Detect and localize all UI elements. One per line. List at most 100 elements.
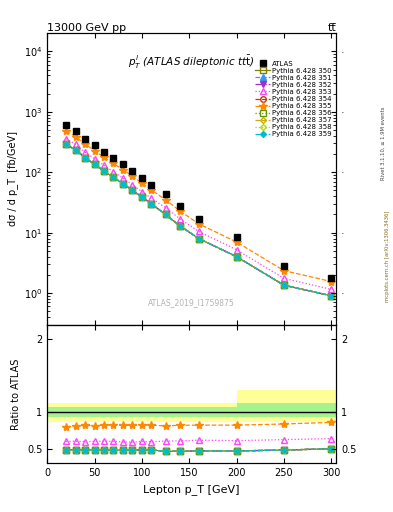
- Pythia 6.428 354: [121, 181, 125, 187]
- Pythia 6.428 354: [83, 155, 87, 161]
- Pythia 6.428 352: [234, 253, 239, 260]
- Pythia 6.428 354: [130, 187, 135, 194]
- Pythia 6.428 358: [196, 236, 201, 242]
- Pythia 6.428 350: [92, 161, 97, 167]
- ATLAS: [149, 182, 154, 188]
- Pythia 6.428 358: [177, 223, 182, 229]
- Pythia 6.428 353: [73, 141, 78, 147]
- Pythia 6.428 352: [121, 181, 125, 187]
- Pythia 6.428 355: [281, 268, 286, 274]
- ATLAS: [83, 136, 87, 142]
- Pythia 6.428 354: [281, 282, 286, 288]
- Pythia 6.428 352: [64, 141, 68, 147]
- Pythia 6.428 356: [163, 211, 168, 218]
- Pythia 6.428 355: [83, 141, 87, 147]
- Pythia 6.428 359: [73, 147, 78, 153]
- Pythia 6.428 353: [196, 228, 201, 234]
- Pythia 6.428 358: [163, 211, 168, 218]
- Pythia 6.428 358: [64, 141, 68, 147]
- Pythia 6.428 356: [64, 141, 68, 147]
- Pythia 6.428 351: [83, 155, 87, 161]
- Text: Rivet 3.1.10, ≥ 1.9M events: Rivet 3.1.10, ≥ 1.9M events: [381, 106, 386, 180]
- Pythia 6.428 356: [149, 201, 154, 207]
- Pythia 6.428 353: [102, 162, 107, 168]
- ATLAS: [92, 142, 97, 148]
- Pythia 6.428 359: [83, 155, 87, 161]
- Pythia 6.428 354: [140, 194, 144, 200]
- Pythia 6.428 354: [329, 293, 334, 299]
- Pythia 6.428 353: [177, 216, 182, 222]
- Pythia 6.428 350: [281, 282, 286, 288]
- Pythia 6.428 358: [140, 194, 144, 200]
- Pythia 6.428 359: [196, 236, 201, 242]
- Pythia 6.428 355: [92, 147, 97, 154]
- Pythia 6.428 350: [177, 223, 182, 229]
- ATLAS: [64, 122, 68, 129]
- Pythia 6.428 354: [102, 168, 107, 174]
- ATLAS: [102, 149, 107, 155]
- Pythia 6.428 356: [111, 175, 116, 181]
- Pythia 6.428 355: [234, 239, 239, 245]
- Pythia 6.428 355: [163, 197, 168, 203]
- Pythia 6.428 350: [163, 211, 168, 218]
- Pythia 6.428 350: [149, 201, 154, 207]
- Pythia 6.428 350: [130, 187, 135, 194]
- Pythia 6.428 354: [234, 253, 239, 260]
- Line: Pythia 6.428 350: Pythia 6.428 350: [63, 141, 334, 298]
- ATLAS: [196, 216, 201, 222]
- Pythia 6.428 359: [111, 175, 116, 181]
- Pythia 6.428 354: [196, 236, 201, 242]
- Pythia 6.428 357: [64, 141, 68, 147]
- Pythia 6.428 359: [281, 282, 286, 288]
- ATLAS: [121, 161, 125, 167]
- Pythia 6.428 358: [149, 201, 154, 207]
- Pythia 6.428 359: [149, 201, 154, 207]
- Pythia 6.428 351: [102, 168, 107, 174]
- Pythia 6.428 355: [64, 128, 68, 134]
- Pythia 6.428 352: [140, 194, 144, 200]
- Pythia 6.428 353: [140, 188, 144, 195]
- Pythia 6.428 354: [149, 201, 154, 207]
- Text: tt̅: tt̅: [327, 23, 336, 32]
- Pythia 6.428 351: [196, 236, 201, 242]
- Pythia 6.428 351: [329, 293, 334, 299]
- Pythia 6.428 357: [196, 236, 201, 242]
- Y-axis label: dσ / d p_T  [fb/GeV]: dσ / d p_T [fb/GeV]: [7, 132, 18, 226]
- Legend: ATLAS, Pythia 6.428 350, Pythia 6.428 351, Pythia 6.428 352, Pythia 6.428 353, P: ATLAS, Pythia 6.428 350, Pythia 6.428 35…: [254, 60, 332, 138]
- Text: ATLAS_2019_I1759875: ATLAS_2019_I1759875: [148, 298, 235, 307]
- Pythia 6.428 356: [281, 282, 286, 288]
- Pythia 6.428 352: [329, 293, 334, 299]
- Pythia 6.428 352: [73, 147, 78, 153]
- Line: Pythia 6.428 357: Pythia 6.428 357: [64, 142, 333, 298]
- Pythia 6.428 350: [64, 141, 68, 147]
- ATLAS: [234, 234, 239, 240]
- Line: Pythia 6.428 354: Pythia 6.428 354: [63, 141, 334, 298]
- Pythia 6.428 356: [102, 168, 107, 174]
- Pythia 6.428 351: [73, 147, 78, 153]
- Pythia 6.428 356: [329, 293, 334, 299]
- Pythia 6.428 352: [83, 155, 87, 161]
- Pythia 6.428 354: [111, 175, 116, 181]
- Pythia 6.428 351: [140, 194, 144, 200]
- Pythia 6.428 351: [163, 211, 168, 218]
- Pythia 6.428 350: [140, 194, 144, 200]
- Pythia 6.428 359: [121, 181, 125, 187]
- Pythia 6.428 352: [111, 175, 116, 181]
- Pythia 6.428 357: [281, 282, 286, 288]
- Line: Pythia 6.428 355: Pythia 6.428 355: [62, 127, 336, 286]
- Pythia 6.428 356: [121, 181, 125, 187]
- Pythia 6.428 353: [92, 156, 97, 162]
- Pythia 6.428 359: [234, 253, 239, 260]
- Pythia 6.428 357: [140, 194, 144, 200]
- Line: Pythia 6.428 353: Pythia 6.428 353: [63, 136, 334, 292]
- Pythia 6.428 357: [130, 187, 135, 194]
- Pythia 6.428 352: [196, 236, 201, 242]
- ATLAS: [329, 274, 334, 281]
- Pythia 6.428 352: [281, 282, 286, 288]
- Pythia 6.428 352: [163, 211, 168, 218]
- Pythia 6.428 355: [130, 173, 135, 179]
- Pythia 6.428 354: [92, 161, 97, 167]
- Pythia 6.428 358: [329, 293, 334, 299]
- Text: mcplots.cern.ch [arXiv:1306.3436]: mcplots.cern.ch [arXiv:1306.3436]: [385, 210, 389, 302]
- Pythia 6.428 356: [92, 161, 97, 167]
